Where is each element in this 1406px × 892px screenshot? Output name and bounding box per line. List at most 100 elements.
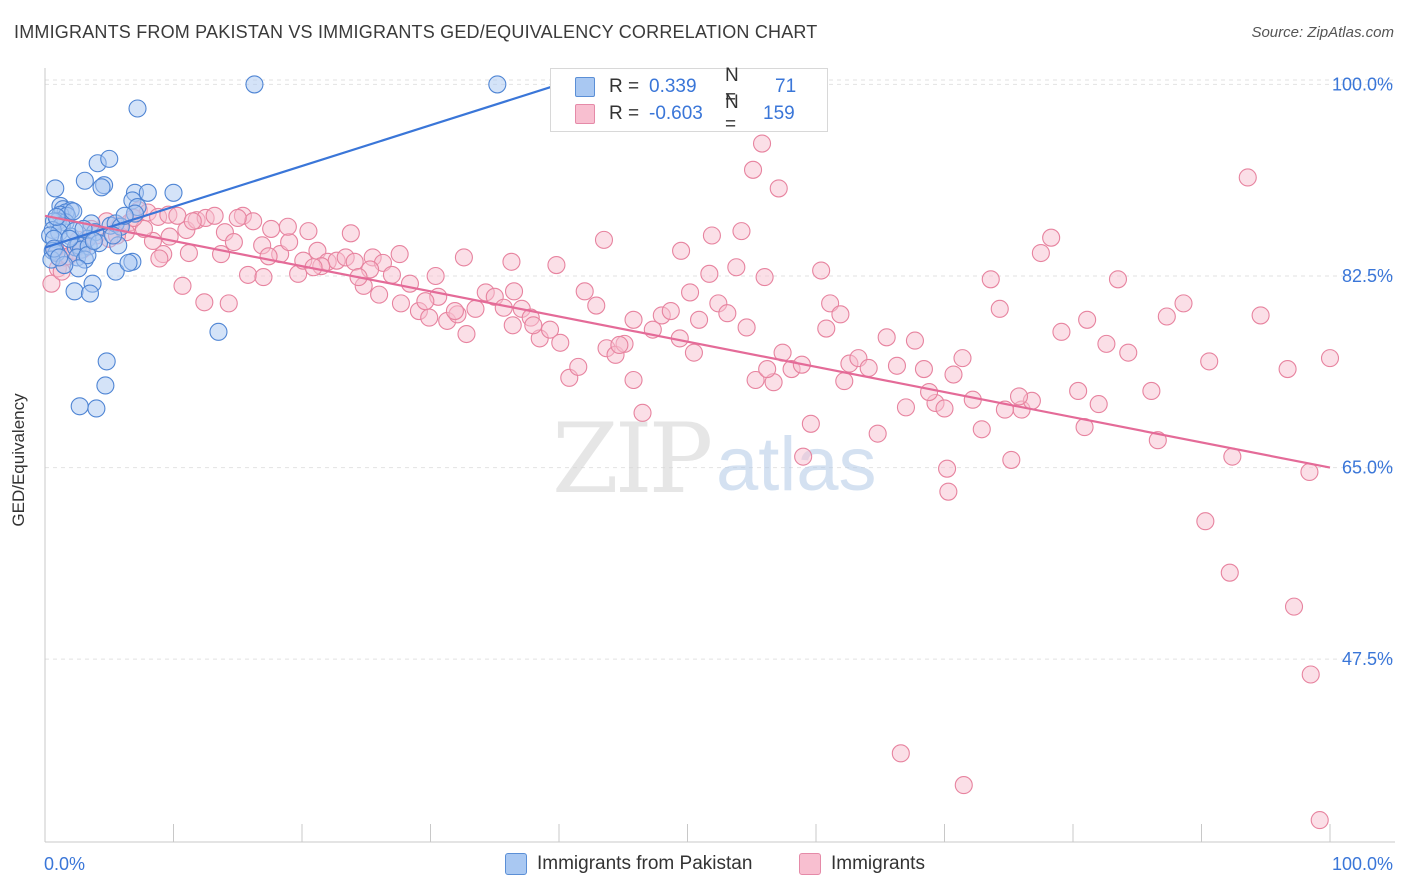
immigrants-point [702,226,721,245]
pakistan-point [245,75,264,94]
bottom-legend-swatch-immigrants [799,853,821,875]
immigrants-point [859,358,878,378]
pakistan-point [209,322,228,341]
bottom-legend-label-immigrants: Immigrants [831,853,925,874]
legend-n-value: 71 [775,76,797,97]
immigrants-point [801,414,820,433]
y-tick-label: 47.5% [1342,649,1393,669]
pakistan-point [65,282,84,301]
pakistan-point [50,248,69,267]
immigrants-point [150,249,169,268]
legend-n-label: N = [725,65,739,108]
y-tick-label: 82.5% [1342,266,1393,286]
immigrants-point [877,328,896,347]
immigrants-point [42,274,61,293]
pakistan-point [80,284,100,303]
immigrants-point [244,212,263,231]
immigrants-point [1320,349,1340,368]
immigrants-point [503,316,522,335]
immigrants-point [1089,395,1108,414]
immigrants-point [1031,243,1050,263]
immigrants-point [262,219,281,238]
y-axis-label: GED/Equivalency [9,393,28,527]
immigrants-point [887,356,907,375]
immigrants-point [390,245,409,264]
immigrants-point [769,179,788,198]
trend-lines [44,83,1331,469]
immigrants-point [718,304,737,323]
immigrants-point [1009,387,1029,406]
pakistan-point [128,99,147,118]
immigrants-point [743,160,763,179]
immigrants-trend-line [44,214,1331,469]
immigrants-point [502,252,521,271]
immigrants-point [205,206,224,225]
immigrants-point [445,301,464,321]
immigrants-point [831,305,850,324]
immigrants-point [382,265,402,284]
immigrants-point [746,370,765,390]
immigrants-point [524,316,543,335]
legend-n-value: 159 [763,103,795,124]
immigrants-point [1310,811,1329,830]
immigrants-point [1052,322,1071,341]
y-tick-label: 100.0% [1332,74,1393,94]
immigrants-point [610,335,629,355]
immigrants-point [466,299,485,318]
pakistan-point [100,149,119,168]
legend-r-value: 0.339 [649,76,697,97]
immigrants-point [755,268,774,287]
immigrants-point [812,261,831,280]
watermark: ZIP atlas [552,403,877,515]
immigrants-point [1174,294,1193,313]
immigrants-point [920,383,939,402]
pakistan-point [87,399,106,418]
immigrants-point [938,459,957,478]
pakistan-point [92,178,111,197]
immigrants-point [684,343,703,362]
pakistan-point [64,202,83,221]
immigrants-point [370,285,389,304]
immigrants-point [1142,381,1161,401]
immigrants-point [547,256,566,275]
immigrants-point [661,301,680,321]
immigrants-point [794,447,813,466]
immigrants-point [972,420,991,439]
immigrants-point [1148,431,1167,450]
immigrants-point [280,233,299,252]
legend-r-label: R = [609,103,640,124]
immigrants-point [681,283,700,302]
chart-title: IMMIGRANTS FROM PAKISTAN VS IMMIGRANTS G… [14,22,818,42]
immigrants-point [224,233,243,252]
immigrants-point [817,319,836,338]
immigrants-point [195,293,214,312]
immigrants-point [758,360,777,379]
pakistan-point [119,253,138,272]
legend-n-label: N = [725,92,739,135]
immigrants-point [228,208,247,228]
x-tick-label-min: 0.0% [44,854,85,874]
immigrants-point [1300,462,1319,482]
immigrants-point [575,282,594,301]
immigrants-point [737,318,756,337]
immigrants-point [1284,597,1304,616]
immigrants-point [690,310,709,329]
legend-r-label: R = [609,76,640,97]
immigrants-point [953,349,972,368]
immigrants-point [944,365,963,384]
immigrants-point [1196,512,1215,531]
immigrants-point [633,403,652,422]
immigrants-point [238,265,258,284]
immigrants-point [990,299,1009,318]
immigrants-point [179,243,198,263]
pakistan-trend-line [44,83,560,249]
immigrants-point [1301,665,1320,684]
pakistan-point [96,376,115,395]
immigrants-point [569,357,588,376]
immigrants-point [259,247,278,266]
immigrants-point [935,399,954,418]
immigrants-point [454,248,473,267]
immigrants-point [540,320,560,339]
pakistan-point [488,75,507,94]
